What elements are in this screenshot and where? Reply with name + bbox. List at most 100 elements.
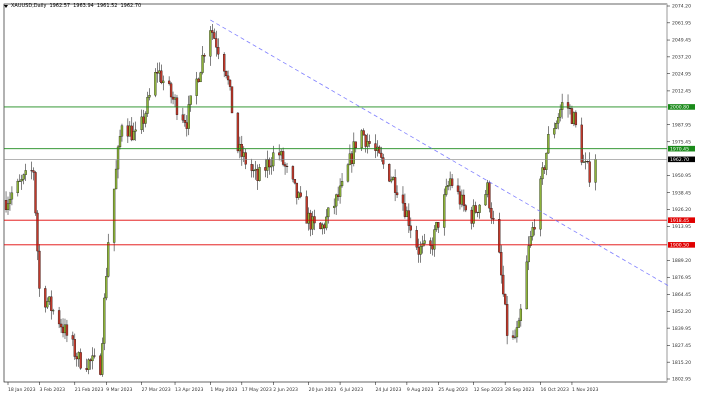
bull-candle	[18, 180, 21, 182]
bull-candle	[91, 355, 94, 362]
x-tick-label: 25 Aug 2023	[438, 387, 468, 393]
bear-candle	[319, 222, 322, 230]
bear-candle	[450, 178, 454, 186]
x-tick-label: 6 Jul 2023	[340, 387, 363, 393]
x-tick-label: 21 Feb 2023	[75, 387, 104, 393]
bull-candle	[405, 210, 409, 217]
bull-candle	[307, 212, 310, 224]
bear-candle	[211, 30, 214, 33]
bull-candle	[48, 296, 51, 302]
bear-candle	[93, 355, 96, 357]
bear-candle	[407, 210, 411, 226]
bear-candle	[511, 335, 515, 338]
level-tag	[668, 242, 695, 248]
bull-candle	[201, 54, 204, 73]
bull-candle	[24, 170, 27, 175]
bear-candle	[61, 326, 65, 334]
bull-candle	[105, 276, 108, 299]
bear-candle	[488, 182, 491, 209]
bull-candle	[340, 181, 344, 187]
bull-candle	[531, 227, 534, 237]
bear-candle	[236, 112, 240, 152]
bear-candle	[89, 359, 92, 362]
bear-candle	[167, 80, 171, 84]
bear-candle	[222, 54, 226, 72]
bull-candle	[472, 205, 475, 224]
bear-candle	[30, 170, 33, 172]
bear-candle	[458, 191, 462, 205]
bear-candle	[533, 227, 536, 230]
y-tick-label: 1864.45	[672, 292, 691, 298]
bear-candle	[388, 163, 391, 182]
bull-candle	[107, 242, 110, 277]
bull-candle	[128, 125, 131, 137]
bear-candle	[492, 218, 495, 220]
bull-candle	[419, 246, 422, 255]
chart-header: XAUUSD,Daily 1962.57 1963.94 1961.52 196…	[4, 3, 141, 9]
bull-candle	[327, 207, 330, 218]
bear-candle	[65, 324, 69, 336]
candles	[4, 23, 597, 377]
y-tick-label: 1938.45	[672, 190, 691, 196]
bear-candle	[278, 152, 281, 156]
bull-candle	[433, 229, 436, 250]
dropdown-triangle-icon[interactable]	[4, 4, 8, 8]
bull-candle	[6, 203, 10, 210]
bear-candle	[403, 202, 407, 217]
bull-candle	[162, 80, 165, 84]
bull-candle	[148, 95, 151, 98]
bear-candle	[500, 252, 503, 276]
bear-candle	[44, 288, 47, 308]
bull-candle	[484, 194, 487, 206]
bull-candle	[144, 113, 147, 124]
bull-candle	[325, 216, 328, 229]
x-tick-label: 16 Oct 2023	[541, 387, 569, 393]
bear-candle	[364, 134, 367, 147]
bear-candle	[38, 250, 41, 289]
bear-candle	[185, 122, 188, 129]
bear-candle	[264, 167, 267, 171]
bear-candle	[323, 224, 326, 229]
symbol-label: XAUUSD,Daily	[11, 3, 47, 9]
bull-candle	[134, 129, 137, 132]
bull-candle	[270, 165, 273, 168]
bear-candle	[59, 323, 63, 328]
level-tag-label: 1970.45	[670, 146, 689, 152]
bear-candle	[368, 141, 371, 144]
bear-candle	[169, 83, 173, 98]
bull-candle	[297, 192, 300, 198]
bear-candle	[73, 339, 76, 357]
bull-candle	[258, 167, 261, 181]
bull-candle	[103, 297, 106, 344]
bear-candle	[474, 205, 477, 213]
x-tick-label: 20 Jun 2023	[309, 387, 337, 393]
y-tick-label: 1852.20	[672, 309, 691, 315]
level-tag	[668, 156, 695, 163]
bull-candle	[238, 143, 242, 152]
bear-candle	[490, 207, 493, 219]
bull-candle	[311, 216, 314, 230]
y-tick-label: 2012.45	[672, 89, 691, 95]
bear-candle	[437, 222, 440, 228]
bull-candle	[101, 343, 104, 375]
bear-candle	[503, 293, 507, 305]
y-tick-label: 1889.20	[672, 258, 691, 264]
high-value: 1963.94	[73, 3, 94, 9]
x-tick-label: 1 Nov 2023	[572, 387, 599, 393]
bear-candle	[181, 114, 185, 121]
bull-candle	[547, 134, 550, 154]
bear-candle	[291, 166, 295, 180]
bear-candle	[362, 130, 365, 136]
bear-candle	[382, 157, 385, 165]
bull-candle	[16, 180, 19, 194]
y-tick-label: 2037.20	[672, 55, 691, 61]
bull-candle	[187, 104, 190, 129]
bull-candle	[189, 95, 192, 105]
bear-candle	[462, 194, 466, 206]
bull-candle	[527, 245, 530, 263]
bull-candle	[478, 204, 481, 213]
level-tag	[668, 104, 695, 110]
bull-candle	[594, 159, 597, 183]
bull-candle	[360, 130, 363, 149]
